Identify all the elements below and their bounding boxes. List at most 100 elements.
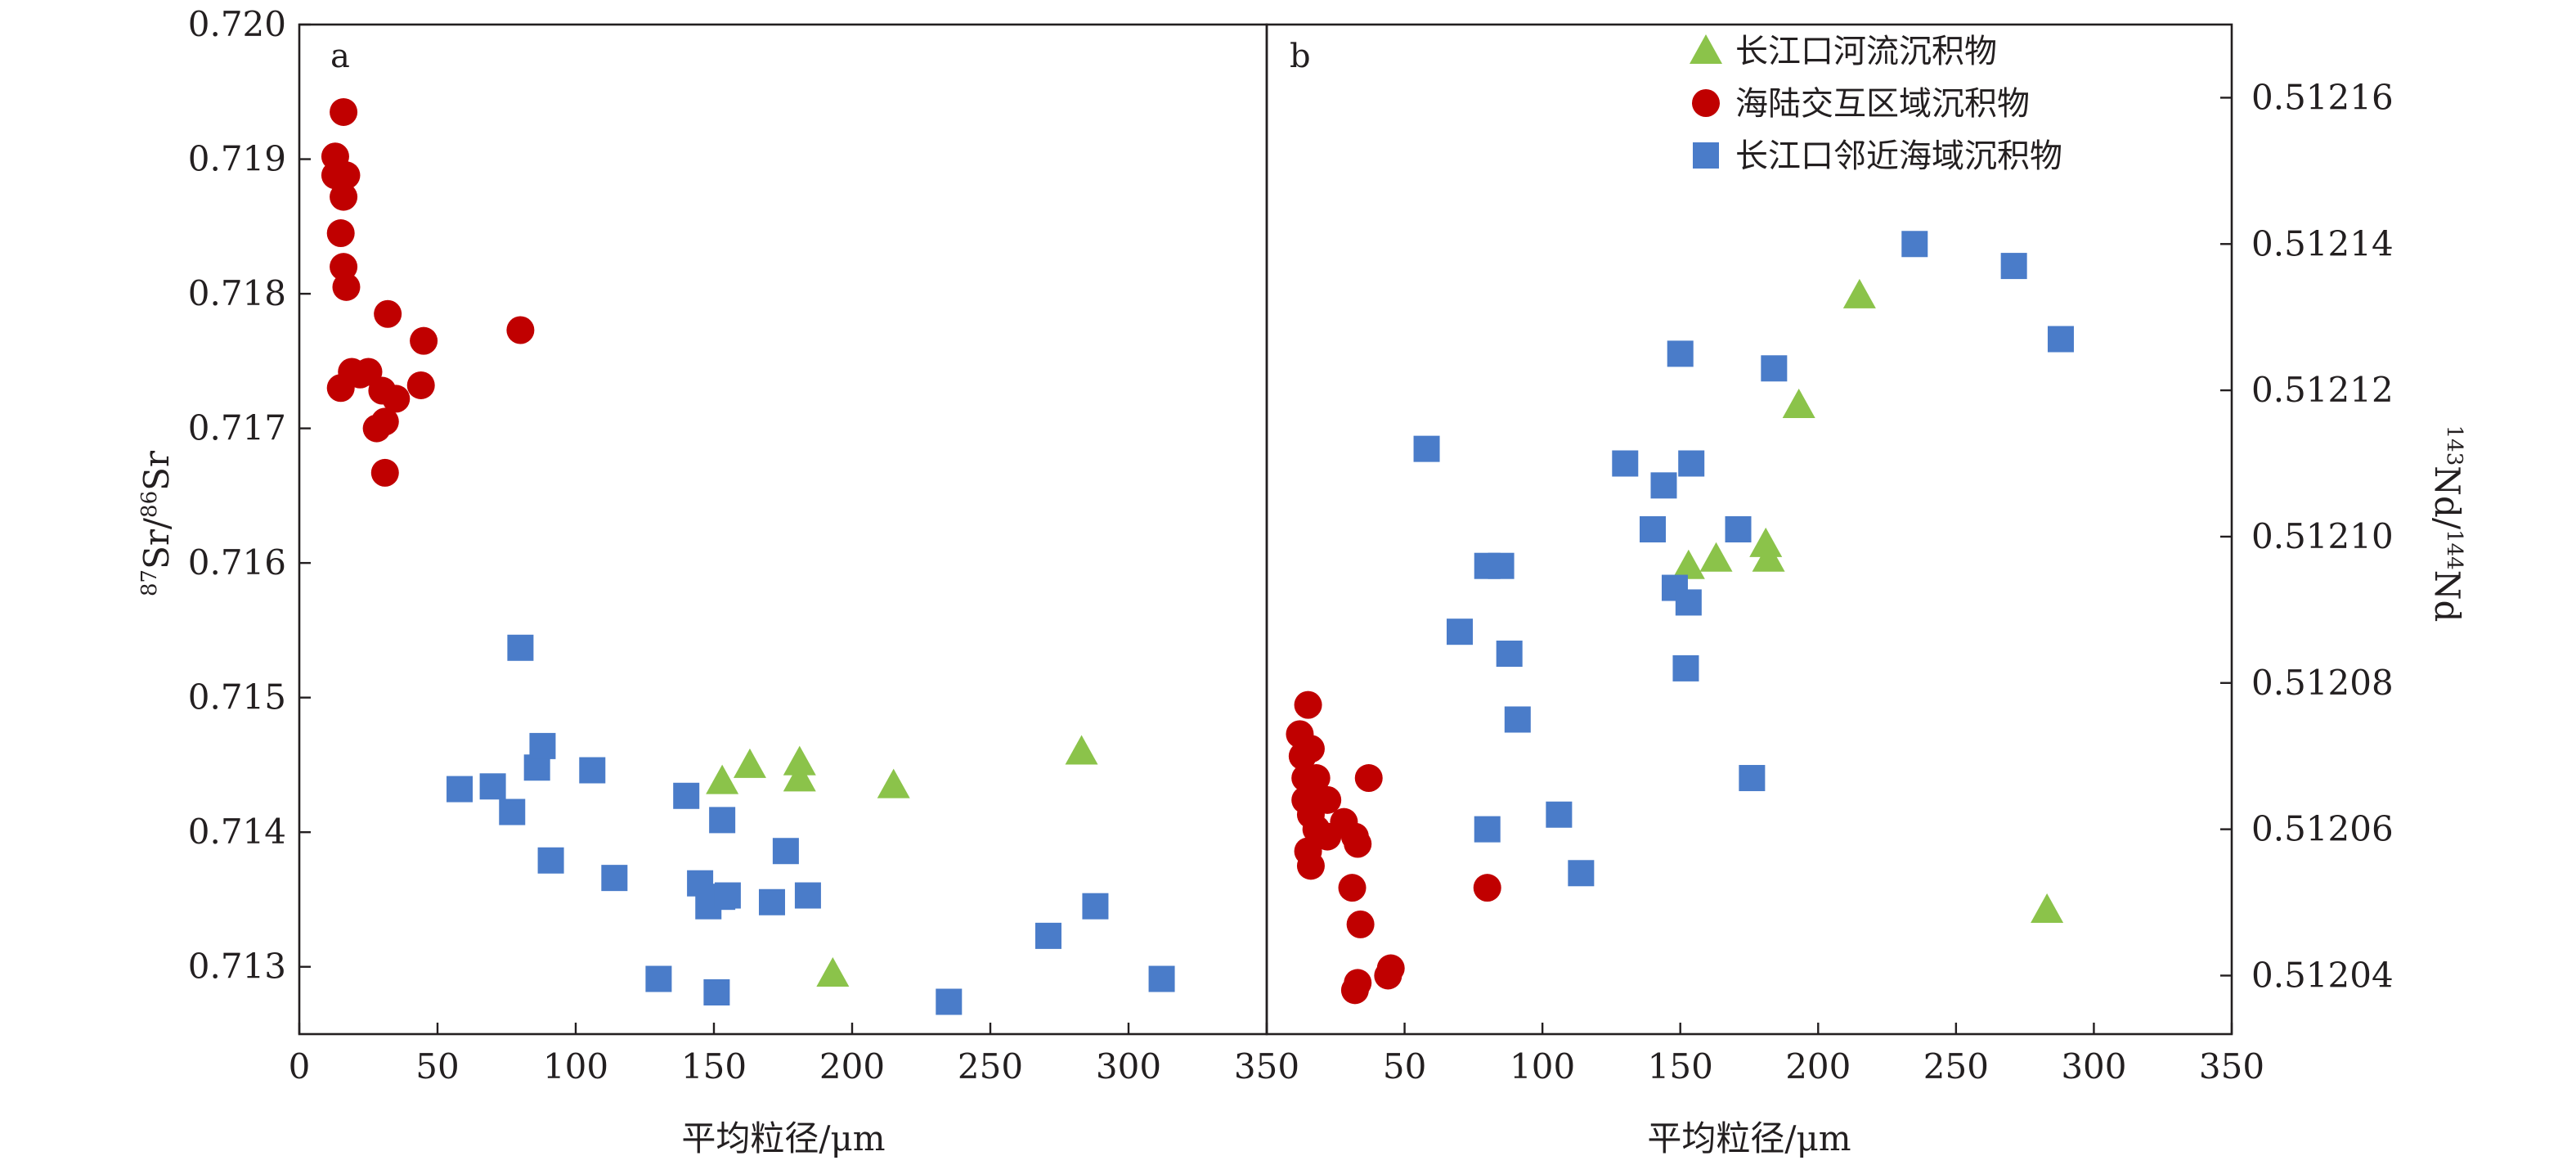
data-point-circle: [1354, 764, 1383, 793]
y-tick-label: 0.714: [188, 812, 286, 852]
panel-b: 50 100 150 200 250 300 350 0.51204 0.51206 0.5120…: [1265, 23, 2467, 1158]
data-point-square: [1612, 450, 1639, 477]
x-tick-label: 350: [2199, 1046, 2264, 1086]
data-point-square: [714, 882, 741, 909]
y-label-b-sup2: 144: [2442, 529, 2466, 570]
data-point-square: [1672, 654, 1699, 681]
data-point-square: [2047, 326, 2074, 353]
data-point-square: [1640, 516, 1666, 542]
data-point-square: [1675, 589, 1702, 616]
data-point-triangle: [783, 745, 816, 776]
data-point-triangle: [1699, 542, 1733, 572]
panel-a: 0 50 100 150 200 250 300 350 0.713 0.714 0.715 0.71…: [137, 4, 1299, 1158]
x-tick-label: 350: [1234, 1046, 1299, 1086]
data-point-circle: [330, 97, 358, 126]
data-point-square: [1739, 765, 1766, 792]
data-point-square: [537, 847, 564, 874]
data-point-circle: [506, 316, 535, 344]
data-point-triangle: [1782, 388, 1815, 418]
data-point-square: [758, 888, 785, 915]
legend-marker-square: [1693, 142, 1719, 169]
y-label-a-sup1: 87: [137, 569, 162, 596]
data-point-square: [1034, 922, 1061, 949]
data-point-square: [2000, 253, 2027, 280]
legend-marker-triangle: [1690, 34, 1722, 64]
data-point-square: [936, 988, 963, 1015]
data-point-triangle: [1752, 542, 1785, 572]
data-point-square: [703, 978, 730, 1005]
panel-b-x-axis-label: 平均粒径/μm: [1647, 1118, 1851, 1158]
panel-a-letter: a: [330, 38, 350, 75]
data-point-square: [772, 838, 799, 865]
data-point-circle: [346, 360, 375, 389]
y-label-b-base1: Nd/: [2427, 466, 2467, 530]
data-point-square: [1546, 801, 1573, 828]
data-point-triangle: [706, 764, 739, 794]
data-point-triangle: [783, 762, 816, 792]
legend-label: 长江口河流沉积物: [1735, 33, 1997, 70]
panel-b-ticks: 50 100 150 200 250 300 350 0.51204 0.51206 0.5120…: [1265, 77, 2394, 1086]
data-point-circle: [1374, 961, 1402, 990]
data-point-circle: [1344, 830, 1372, 858]
data-point-circle: [1340, 976, 1369, 1005]
x-tick-label: 200: [819, 1046, 885, 1086]
y-tick-label: 0.51212: [2251, 370, 2394, 410]
x-tick-label: 300: [2061, 1046, 2126, 1086]
y-label-b-base2: Nd: [2427, 570, 2467, 623]
y-tick-label: 0.51216: [2251, 77, 2394, 117]
data-point-square: [601, 865, 628, 892]
panel-b-marks: [1286, 231, 2074, 1005]
x-tick-label: 50: [415, 1046, 459, 1086]
x-tick-label: 0: [289, 1046, 311, 1086]
data-point-circle: [332, 272, 361, 301]
x-tick-label: 250: [1923, 1046, 1989, 1086]
data-point-circle: [1288, 742, 1317, 771]
data-point-square: [1678, 450, 1705, 477]
data-point-square: [1488, 552, 1515, 579]
data-point-square: [499, 798, 526, 825]
legend-label: 海陆交互区域沉积物: [1735, 85, 2030, 123]
data-point-square: [1725, 516, 1752, 542]
x-tick-label: 100: [543, 1046, 608, 1086]
data-point-square: [1148, 965, 1175, 992]
data-point-square: [579, 757, 606, 784]
y-label-b-sup1: 143: [2442, 425, 2466, 466]
y-label-a-base2: Sr: [137, 450, 177, 491]
data-point-square: [1901, 231, 1928, 258]
x-tick-label: 100: [1510, 1046, 1575, 1086]
data-point-circle: [326, 219, 355, 248]
data-point-square: [794, 882, 821, 909]
legend-label: 长江口邻近海域沉积物: [1735, 137, 2062, 175]
data-point-square: [529, 732, 556, 759]
data-point-circle: [1346, 910, 1375, 938]
y-tick-label: 0.51210: [2251, 516, 2394, 556]
data-point-square: [1761, 355, 1788, 382]
panel-a-ticks: 0 50 100 150 200 250 300 350 0.713 0.714 0.715 0.71…: [188, 4, 1299, 1086]
data-point-square: [687, 870, 714, 897]
data-point-square: [645, 965, 672, 992]
data-point-triangle: [877, 768, 910, 798]
data-point-triangle: [2031, 893, 2064, 923]
data-point-square: [1413, 435, 1440, 462]
data-point-circle: [410, 326, 438, 355]
x-tick-label: 250: [958, 1046, 1023, 1086]
panel-b-y-axis-label: 143Nd/144Nd: [2427, 425, 2467, 623]
y-tick-label: 0.713: [188, 947, 286, 987]
y-tick-label: 0.717: [188, 408, 286, 448]
panel-a-x-axis-label: 平均粒径/μm: [681, 1118, 885, 1158]
data-point-circle: [370, 458, 399, 487]
x-tick-label: 150: [1648, 1046, 1713, 1086]
y-tick-label: 0.51208: [2251, 663, 2394, 703]
data-point-square: [479, 773, 506, 800]
data-point-triangle: [1065, 735, 1098, 765]
data-point-square: [447, 776, 473, 803]
data-point-square: [1504, 706, 1531, 733]
data-point-circle: [382, 385, 411, 413]
data-point-square: [709, 807, 736, 834]
data-point-circle: [362, 414, 391, 443]
y-tick-label: 0.51204: [2251, 955, 2394, 995]
panel-b-frame: [1265, 23, 2233, 1036]
legend-marker-circle: [1692, 89, 1720, 117]
